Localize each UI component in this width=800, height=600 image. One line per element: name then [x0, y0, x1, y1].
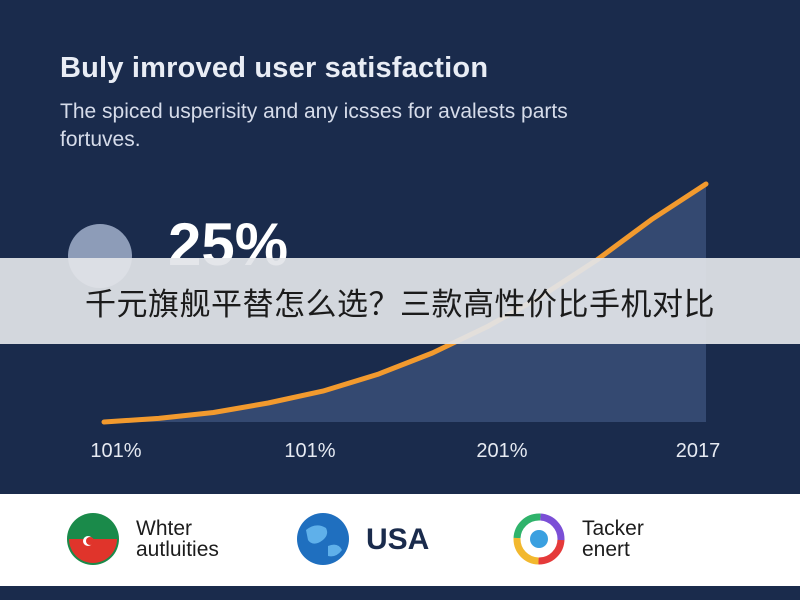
page-subtitle: The spiced usperisity and any icsses for… [60, 100, 568, 151]
rainbow-ring-icon [513, 513, 565, 565]
page-title: Buly imroved user satisfaction [60, 52, 489, 84]
footer-bar [0, 586, 800, 600]
x-tick-label: 101% [284, 440, 335, 462]
partner-item: Tacker enert [512, 513, 644, 565]
overlay-banner: 千元旗舰平替怎么选？三款高性价比手机对比 [0, 258, 800, 344]
globe-icon [297, 513, 349, 565]
growth-chart: 101% 101% 201% 2017 [90, 181, 720, 462]
x-axis-ticks: 101% 101% 201% 2017 [90, 440, 720, 462]
partner-footer: Whter autluities USA Tacker enert [0, 494, 800, 600]
x-tick-label: 2017 [676, 440, 721, 462]
partner-label: enert [582, 538, 630, 561]
partner-label: autluities [136, 538, 219, 561]
banner-text: 千元旗舰平替怎么选？三款高性价比手机对比 [85, 286, 715, 322]
x-tick-label: 101% [90, 440, 141, 462]
series-line [101, 181, 709, 425]
partner-item: Whter autluities [66, 513, 219, 565]
partner-label: Tacker [582, 517, 644, 540]
hero-panel: Buly imroved user satisfaction The spice… [0, 0, 800, 494]
partner-label: Whter [136, 517, 193, 540]
partner-item: USA [296, 513, 430, 565]
flag-badge-icon [67, 513, 119, 565]
series-area [104, 184, 706, 422]
x-tick-label: 201% [476, 440, 527, 462]
partner-label: USA [366, 522, 430, 556]
